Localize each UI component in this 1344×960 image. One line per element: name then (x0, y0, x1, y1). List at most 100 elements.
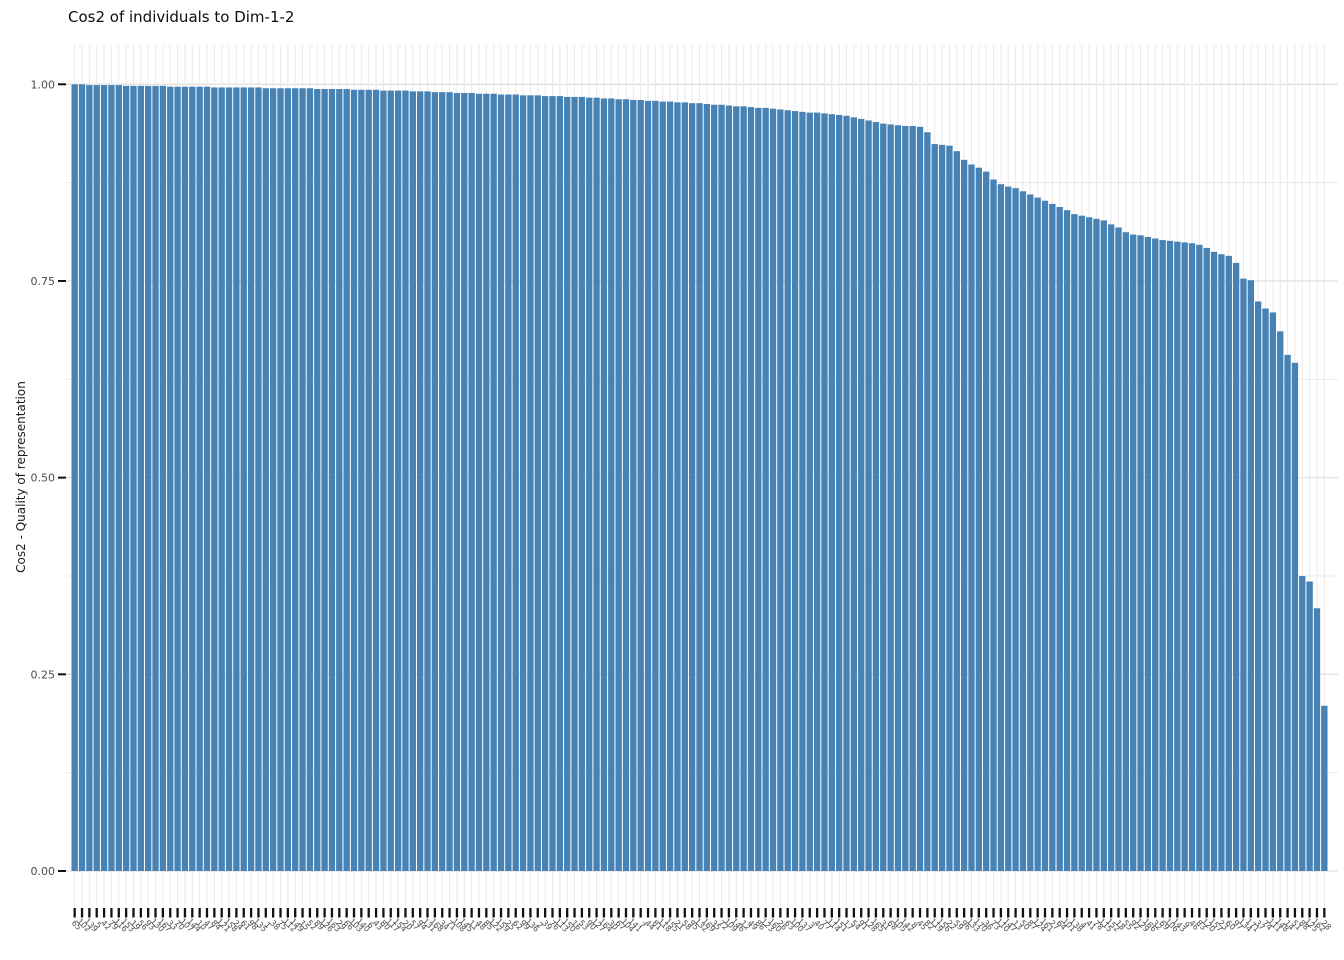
bar (1306, 581, 1313, 871)
bar (1240, 278, 1247, 872)
bar (578, 96, 586, 871)
bar (990, 179, 997, 871)
bar (828, 114, 835, 872)
bar (1210, 251, 1218, 872)
bar (115, 85, 122, 872)
bar (637, 100, 644, 871)
bar (1041, 200, 1049, 872)
bar (916, 126, 924, 871)
bar (1291, 362, 1299, 871)
bar (938, 144, 946, 871)
bar (387, 90, 394, 871)
bar (564, 96, 571, 871)
bar (740, 106, 747, 872)
bar (960, 159, 968, 872)
chart-title: Cos2 of individuals to Dim-1-2 (68, 8, 295, 26)
bar (262, 88, 269, 871)
bar (1181, 242, 1188, 871)
bar (468, 92, 475, 872)
bar (799, 111, 806, 872)
bar (1203, 247, 1210, 871)
bar (865, 120, 872, 871)
bar (1122, 232, 1130, 872)
x-tick-label: 4 (1079, 920, 1089, 930)
bar (858, 118, 865, 872)
bar (894, 125, 902, 872)
x-tick-label: 5 (94, 920, 104, 930)
y-tick-label: 0.50 (31, 472, 56, 485)
bar (1247, 280, 1254, 871)
x-tick-label: 7 (637, 920, 647, 930)
bar (608, 98, 615, 872)
bar (659, 101, 666, 871)
bar (666, 101, 674, 871)
bar (1218, 254, 1225, 872)
bar (284, 88, 292, 871)
bar (93, 85, 100, 872)
bar (1269, 312, 1277, 871)
bar (225, 87, 233, 872)
bar (1085, 217, 1093, 871)
bar (1232, 262, 1240, 872)
bar (137, 85, 145, 871)
bar (453, 92, 461, 872)
x-tick-label: 6 (365, 920, 375, 930)
bar (174, 86, 181, 872)
bar (880, 123, 887, 871)
bar (806, 112, 813, 871)
bar (336, 89, 343, 871)
bar (527, 95, 534, 872)
bar (652, 100, 659, 872)
bar (189, 86, 196, 872)
bar (1225, 255, 1232, 871)
bar (762, 107, 769, 871)
bar (247, 87, 255, 872)
bar (769, 108, 777, 872)
bar (365, 89, 372, 872)
bar (1100, 220, 1107, 871)
bar (321, 89, 328, 871)
bar (380, 90, 387, 871)
bar (1321, 705, 1328, 871)
bar (1196, 244, 1203, 871)
bar (600, 98, 608, 872)
bar (130, 85, 137, 871)
bar (872, 122, 880, 872)
bar (725, 105, 733, 872)
bar (821, 113, 828, 871)
bar (505, 94, 512, 871)
y-tick-label: 0.25 (31, 668, 56, 681)
x-tick-label: 8 (909, 920, 919, 930)
x-tick-label: 3 (807, 920, 817, 930)
bar (181, 86, 189, 872)
y-tick-label: 0.00 (31, 865, 56, 878)
bar (152, 85, 159, 871)
y-tick-label: 0.75 (31, 275, 56, 288)
bar (1159, 240, 1166, 872)
bar (424, 91, 431, 871)
bar (711, 104, 718, 871)
bar (975, 167, 983, 872)
bar (269, 88, 277, 871)
bar (983, 171, 990, 871)
bar (791, 111, 799, 872)
bar (777, 109, 784, 871)
bar (1299, 575, 1306, 871)
bar (475, 93, 483, 871)
bar (586, 97, 593, 872)
bar (343, 89, 350, 871)
bar (328, 89, 336, 871)
bar (813, 112, 821, 871)
bar (1166, 240, 1174, 872)
bar (394, 90, 402, 871)
bar (747, 107, 755, 871)
bar (71, 84, 78, 872)
bar (1063, 210, 1071, 871)
bar (1144, 236, 1152, 871)
bar (688, 103, 696, 872)
x-tick-label: 1 (263, 920, 273, 930)
bar (100, 85, 108, 872)
bar (1078, 215, 1085, 871)
bar (211, 87, 218, 872)
